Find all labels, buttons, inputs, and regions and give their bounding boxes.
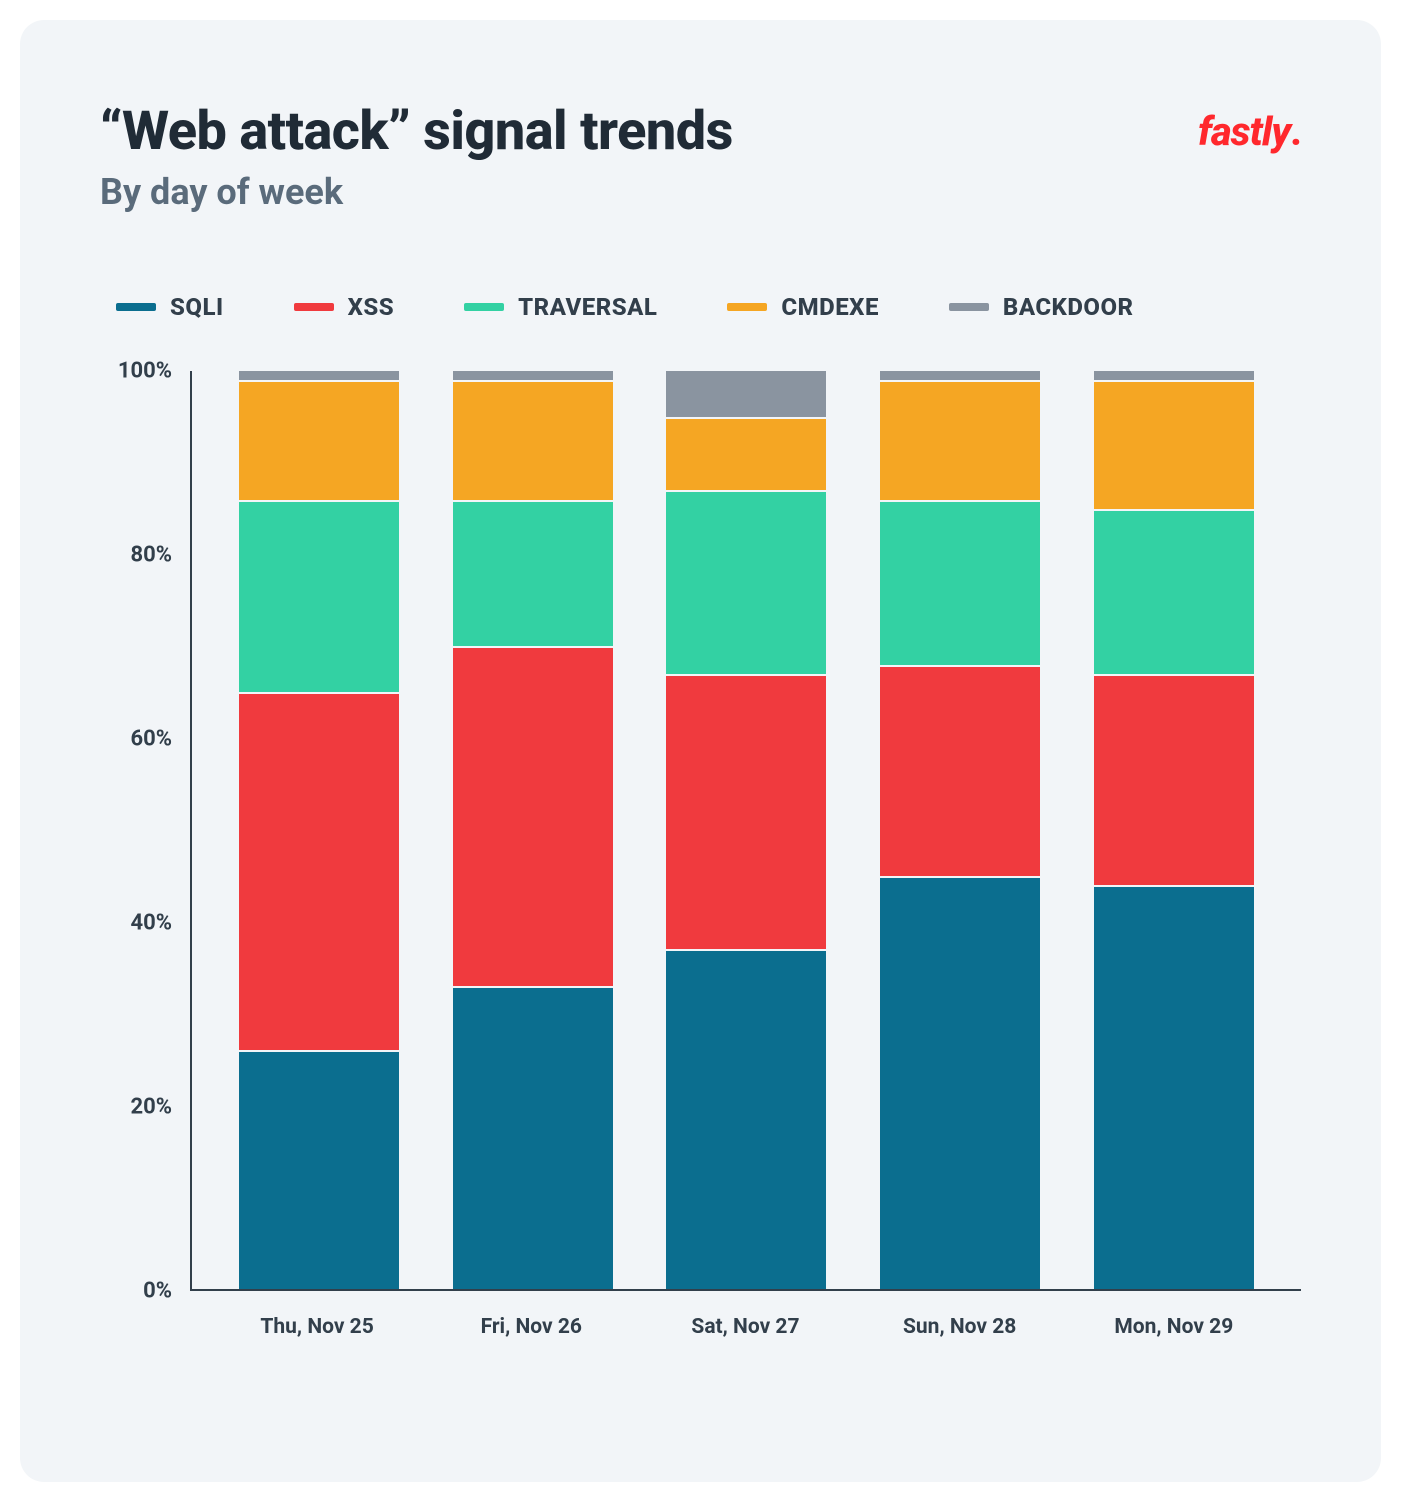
bar-segment-traversal [1094, 509, 1254, 674]
header: “Web attack” signal trends By day of wee… [100, 100, 1301, 213]
bar-segment-xss [1094, 674, 1254, 885]
y-tick-label: 80% [130, 543, 172, 568]
bar-segment-cmdexe [453, 380, 613, 499]
legend-item-sqli: SQLI [116, 293, 224, 321]
bar-segment-xss [880, 665, 1040, 876]
y-tick-label: 20% [130, 1095, 172, 1120]
x-tick-label: Fri, Nov 26 [451, 1315, 611, 1339]
legend-item-xss: XSS [294, 293, 395, 321]
bar-segment-sqli [880, 876, 1040, 1289]
bar [453, 371, 613, 1289]
legend-item-traversal: TRAVERSAL [464, 293, 657, 321]
y-tick-label: 60% [130, 727, 172, 752]
legend: SQLI XSS TRAVERSAL CMDEXE BACKDOOR [100, 293, 1301, 321]
x-tick-label: Mon, Nov 29 [1094, 1315, 1254, 1339]
plot-area [190, 371, 1301, 1291]
legend-swatch [294, 303, 334, 311]
bar-segment-cmdexe [1094, 380, 1254, 509]
bar-segment-cmdexe [666, 417, 826, 490]
legend-label: XSS [348, 293, 395, 321]
legend-label: SQLI [170, 293, 224, 321]
bar [666, 371, 826, 1289]
bar-segment-cmdexe [880, 380, 1040, 499]
bar-segment-sqli [453, 986, 613, 1289]
x-tick-label: Sat, Nov 27 [665, 1315, 825, 1339]
bar-segment-traversal [666, 490, 826, 674]
y-tick-label: 40% [130, 911, 172, 936]
bar-segment-backdoor [453, 371, 613, 380]
x-tick-label: Thu, Nov 25 [237, 1315, 397, 1339]
bar-segment-traversal [453, 500, 613, 647]
legend-label: CMDEXE [781, 293, 879, 321]
chart-card: “Web attack” signal trends By day of wee… [20, 20, 1381, 1482]
bar-segment-xss [666, 674, 826, 949]
bar-segment-traversal [880, 500, 1040, 665]
bar [880, 371, 1040, 1289]
bar-segment-xss [453, 646, 613, 986]
legend-item-backdoor: BACKDOOR [949, 293, 1134, 321]
bar-segment-sqli [1094, 885, 1254, 1289]
x-axis: Thu, Nov 25 Fri, Nov 26 Sat, Nov 27 Sun, No… [190, 1315, 1301, 1339]
legend-swatch [727, 303, 767, 311]
legend-item-cmdexe: CMDEXE [727, 293, 879, 321]
y-tick-label: 100% [118, 359, 172, 384]
legend-swatch [116, 303, 156, 311]
legend-label: TRAVERSAL [518, 293, 657, 321]
bar-segment-xss [239, 692, 399, 1050]
x-tick-label: Sun, Nov 28 [880, 1315, 1040, 1339]
brand-logo: fastly. [1198, 108, 1301, 155]
chart-title: “Web attack” signal trends [100, 100, 733, 163]
legend-label: BACKDOOR [1003, 293, 1134, 321]
bar-segment-cmdexe [239, 380, 399, 499]
bar-segment-backdoor [666, 371, 826, 417]
legend-swatch [464, 303, 504, 311]
legend-swatch [949, 303, 989, 311]
bar [1094, 371, 1254, 1289]
bar-segment-sqli [239, 1050, 399, 1289]
y-tick-label: 0% [143, 1279, 172, 1304]
title-block: “Web attack” signal trends By day of wee… [100, 100, 733, 213]
bar [239, 371, 399, 1289]
chart-subtitle: By day of week [100, 171, 733, 213]
bar-segment-backdoor [880, 371, 1040, 380]
bar-segment-backdoor [239, 371, 399, 380]
y-axis: 0%20%40%60%80%100% [100, 371, 190, 1291]
bar-segment-traversal [239, 500, 399, 693]
bar-segment-backdoor [1094, 371, 1254, 380]
bar-segment-sqli [666, 949, 826, 1289]
chart-area: 0%20%40%60%80%100% [100, 371, 1301, 1291]
